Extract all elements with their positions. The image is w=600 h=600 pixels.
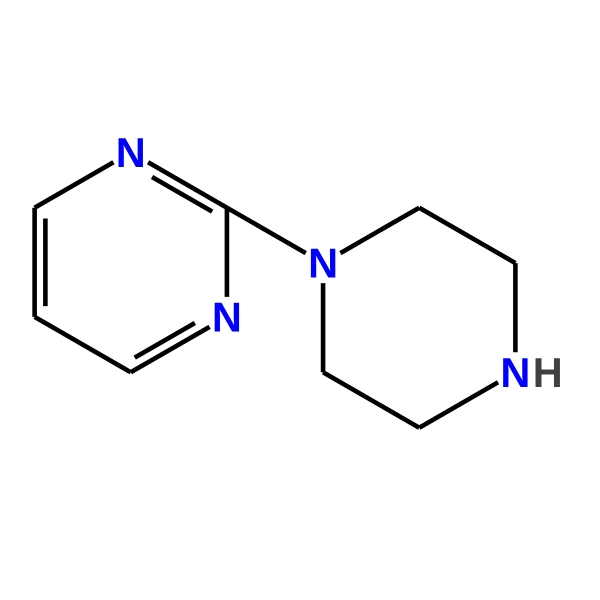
- molecule-diagram: NNNNH: [0, 0, 600, 600]
- bond: [419, 208, 515, 263]
- atom-label: N: [308, 240, 338, 287]
- bond: [35, 162, 114, 207]
- bond: [419, 382, 498, 427]
- atom-h-label: H: [533, 349, 563, 396]
- bond: [131, 327, 210, 372]
- bond: [148, 162, 227, 207]
- atom-label: N: [116, 129, 146, 176]
- atom-label: N: [500, 349, 530, 396]
- bond: [35, 317, 131, 372]
- bond: [340, 208, 419, 253]
- bond: [323, 372, 419, 427]
- atom-label: N: [212, 293, 242, 340]
- bond: [227, 208, 306, 253]
